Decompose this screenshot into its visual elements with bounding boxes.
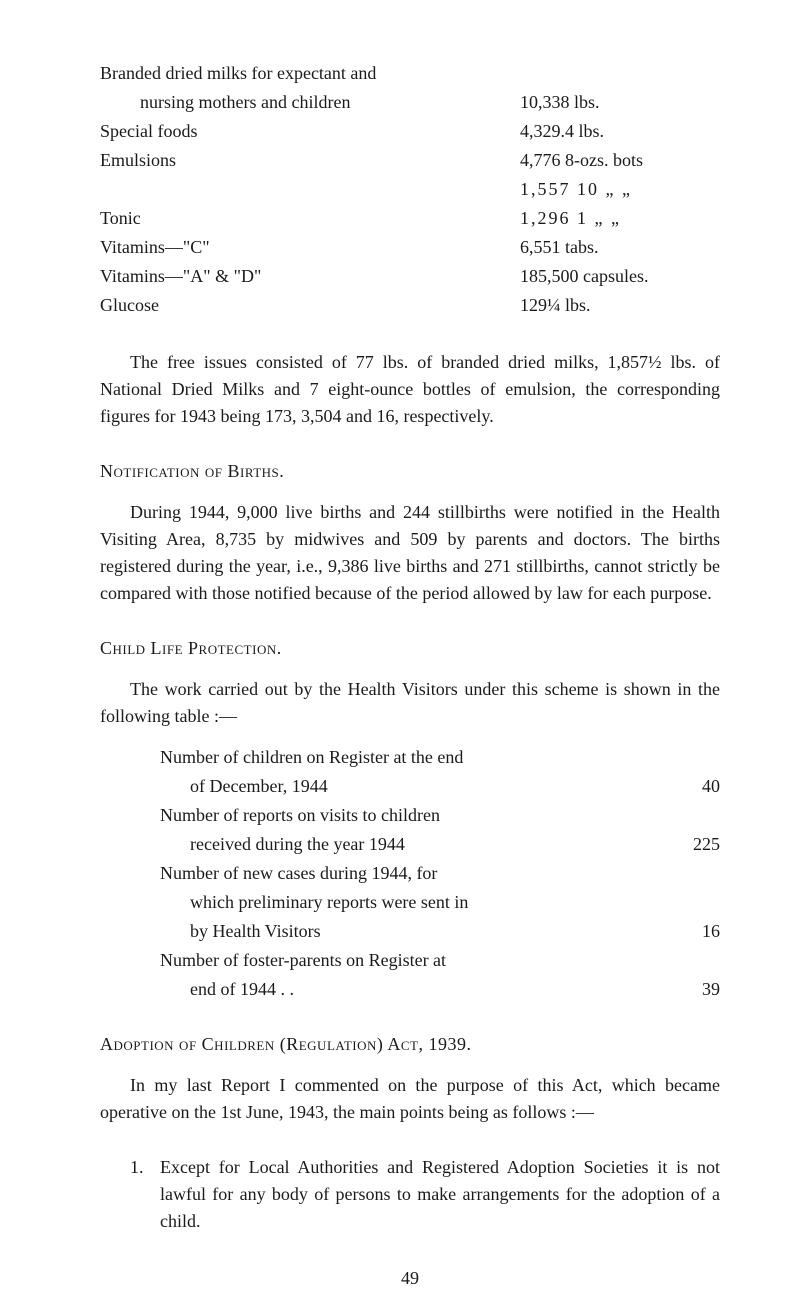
item-text: Except for Local Authorities and Registe… <box>160 1154 720 1235</box>
supply-value: 185,500 capsules. <box>520 263 720 290</box>
numbered-item: 1. Except for Local Authorities and Regi… <box>130 1154 720 1235</box>
supply-list: Branded dried milks for expectant and nu… <box>100 60 720 319</box>
stat-label: Number of new cases during 1944, for <box>160 860 670 887</box>
item-number: 1. <box>130 1154 160 1235</box>
supply-label: Tonic <box>100 205 141 232</box>
stat-label: of December, 1944 <box>160 773 670 800</box>
stat-label: end of 1944 . . <box>160 976 670 1003</box>
supply-label: Vitamins—"A" & "D" <box>100 263 261 290</box>
stat-label: Number of foster-parents on Register at <box>160 947 670 974</box>
supply-value: 4,329.4 lbs. <box>520 118 720 145</box>
stat-label: Number of children on Register at the en… <box>160 744 670 771</box>
stat-label: which preliminary reports were sent in <box>160 889 670 916</box>
supply-value: 10,338 lbs. <box>520 89 720 116</box>
heading-adoption: Adoption of Children (Regulation) Act, 1… <box>100 1031 720 1058</box>
stats-table: Number of children on Register at the en… <box>160 744 720 1003</box>
page-number: 49 <box>100 1265 720 1292</box>
supply-value: 1,296 1 „ „ <box>520 205 720 232</box>
paragraph-adoption: In my last Report I commented on the pur… <box>100 1072 720 1126</box>
supply-label: Branded dried milks for expectant and <box>100 60 376 87</box>
stat-label: received during the year 1944 <box>160 831 670 858</box>
supply-value: 4,776 8-ozs. bots <box>520 147 720 174</box>
stat-value: 225 <box>670 831 720 858</box>
paragraph-births: During 1944, 9,000 live births and 244 s… <box>100 499 720 607</box>
heading-notification-births: Notification of Births. <box>100 458 720 485</box>
stat-value: 16 <box>670 918 720 945</box>
paragraph-child-life: The work carried out by the Health Visit… <box>100 676 720 730</box>
supply-value: 1,557 10 „ „ <box>520 176 720 203</box>
heading-child-life: Child Life Protection. <box>100 635 720 662</box>
supply-value: 129¼ lbs. <box>520 292 720 319</box>
supply-label: Special foods <box>100 118 197 145</box>
supply-label: Vitamins—"C" <box>100 234 210 261</box>
supply-label: Glucose <box>100 292 159 319</box>
supply-label: Emulsions <box>100 147 176 174</box>
stat-value: 40 <box>670 773 720 800</box>
stat-label: by Health Visitors <box>160 918 670 945</box>
supply-label: nursing mothers and children <box>100 89 350 116</box>
paragraph-free-issues: The free issues consisted of 77 lbs. of … <box>100 349 720 430</box>
supply-value: 6,551 tabs. <box>520 234 720 261</box>
stat-value: 39 <box>670 976 720 1003</box>
stat-label: Number of reports on visits to children <box>160 802 670 829</box>
